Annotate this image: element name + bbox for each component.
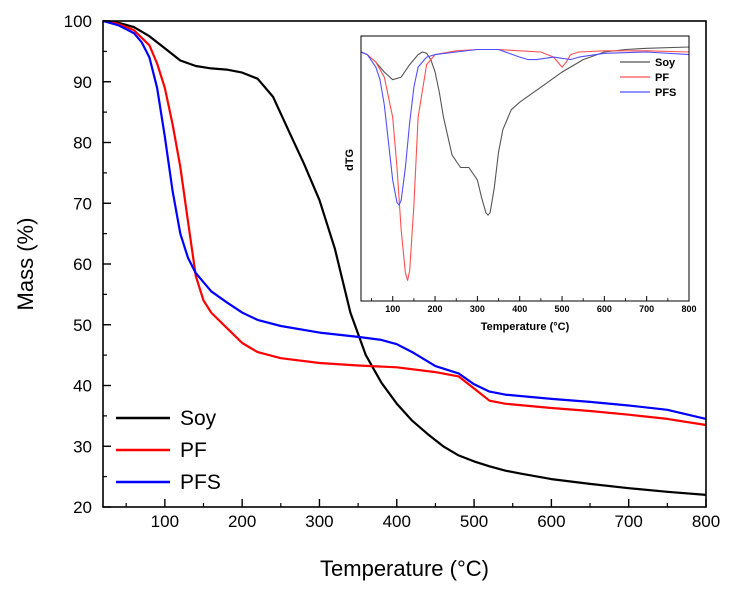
y-tick-label: 90 bbox=[73, 73, 92, 92]
inset-x-tick-label: 600 bbox=[597, 304, 612, 314]
inset-x-tick-label: 400 bbox=[512, 304, 527, 314]
x-axis-title: Temperature (°C) bbox=[320, 556, 489, 581]
x-tick-label: 500 bbox=[460, 512, 488, 531]
legend-label-pf: PF bbox=[180, 439, 207, 462]
inset-tick-labels: 100 200 300 400 500 600 700 800 bbox=[385, 304, 696, 314]
x-tick-label: 400 bbox=[383, 512, 411, 531]
inset-x-axis-title: Temperature (°C) bbox=[481, 321, 570, 333]
y-axis-title: Mass (%) bbox=[13, 218, 38, 311]
y-tick-label: 20 bbox=[73, 498, 92, 517]
main-series-lines bbox=[102, 19, 707, 496]
main-tick-labels: 100 200 300 400 500 600 700 800 20 30 40 50 60 70 80 90… bbox=[64, 12, 721, 531]
inset-x-tick-label: 800 bbox=[681, 304, 696, 314]
inset-y-axis-title: dTG bbox=[344, 149, 356, 171]
inset-x-tick-label: 300 bbox=[470, 304, 485, 314]
legend-label-pfs: PFS bbox=[180, 471, 221, 494]
inset-series-lines bbox=[360, 46, 690, 281]
x-tick-label: 100 bbox=[151, 512, 179, 531]
y-tick-label: 60 bbox=[73, 255, 92, 274]
x-tick-label: 200 bbox=[228, 512, 256, 531]
inset-series-line-pf bbox=[360, 48, 690, 281]
x-tick-label: 700 bbox=[615, 512, 643, 531]
x-tick-label: 800 bbox=[692, 512, 720, 531]
y-tick-label: 50 bbox=[73, 316, 92, 335]
inset-legend-label-soy: Soy bbox=[655, 57, 676, 69]
inset-series-line-pfs bbox=[360, 48, 690, 206]
inset-x-tick-label: 700 bbox=[639, 304, 654, 314]
inset-plot-frame bbox=[360, 35, 690, 302]
inset-legend: Soy PF PFS bbox=[620, 57, 676, 99]
legend-label-soy: Soy bbox=[180, 407, 217, 430]
y-tick-label: 80 bbox=[73, 134, 92, 153]
y-tick-label: 70 bbox=[73, 194, 92, 213]
inset-series-line-soy bbox=[360, 46, 690, 216]
inset-x-tick-label: 500 bbox=[555, 304, 570, 314]
main-plot-frame bbox=[102, 20, 707, 508]
x-tick-label: 300 bbox=[305, 512, 333, 531]
series-line-pf bbox=[102, 19, 707, 427]
inset-x-tick-label: 100 bbox=[385, 304, 400, 314]
inset-legend-label-pf: PF bbox=[655, 72, 669, 84]
y-tick-label: 100 bbox=[64, 12, 92, 31]
main-legend: Soy PF PFS bbox=[116, 407, 221, 494]
inset-x-tick-label: 200 bbox=[428, 304, 443, 314]
x-tick-label: 600 bbox=[537, 512, 565, 531]
y-tick-label: 30 bbox=[73, 437, 92, 456]
series-line-soy bbox=[102, 19, 707, 496]
y-tick-label: 40 bbox=[73, 377, 92, 396]
series-line-pfs bbox=[102, 19, 707, 420]
inset-legend-label-pfs: PFS bbox=[655, 87, 676, 99]
